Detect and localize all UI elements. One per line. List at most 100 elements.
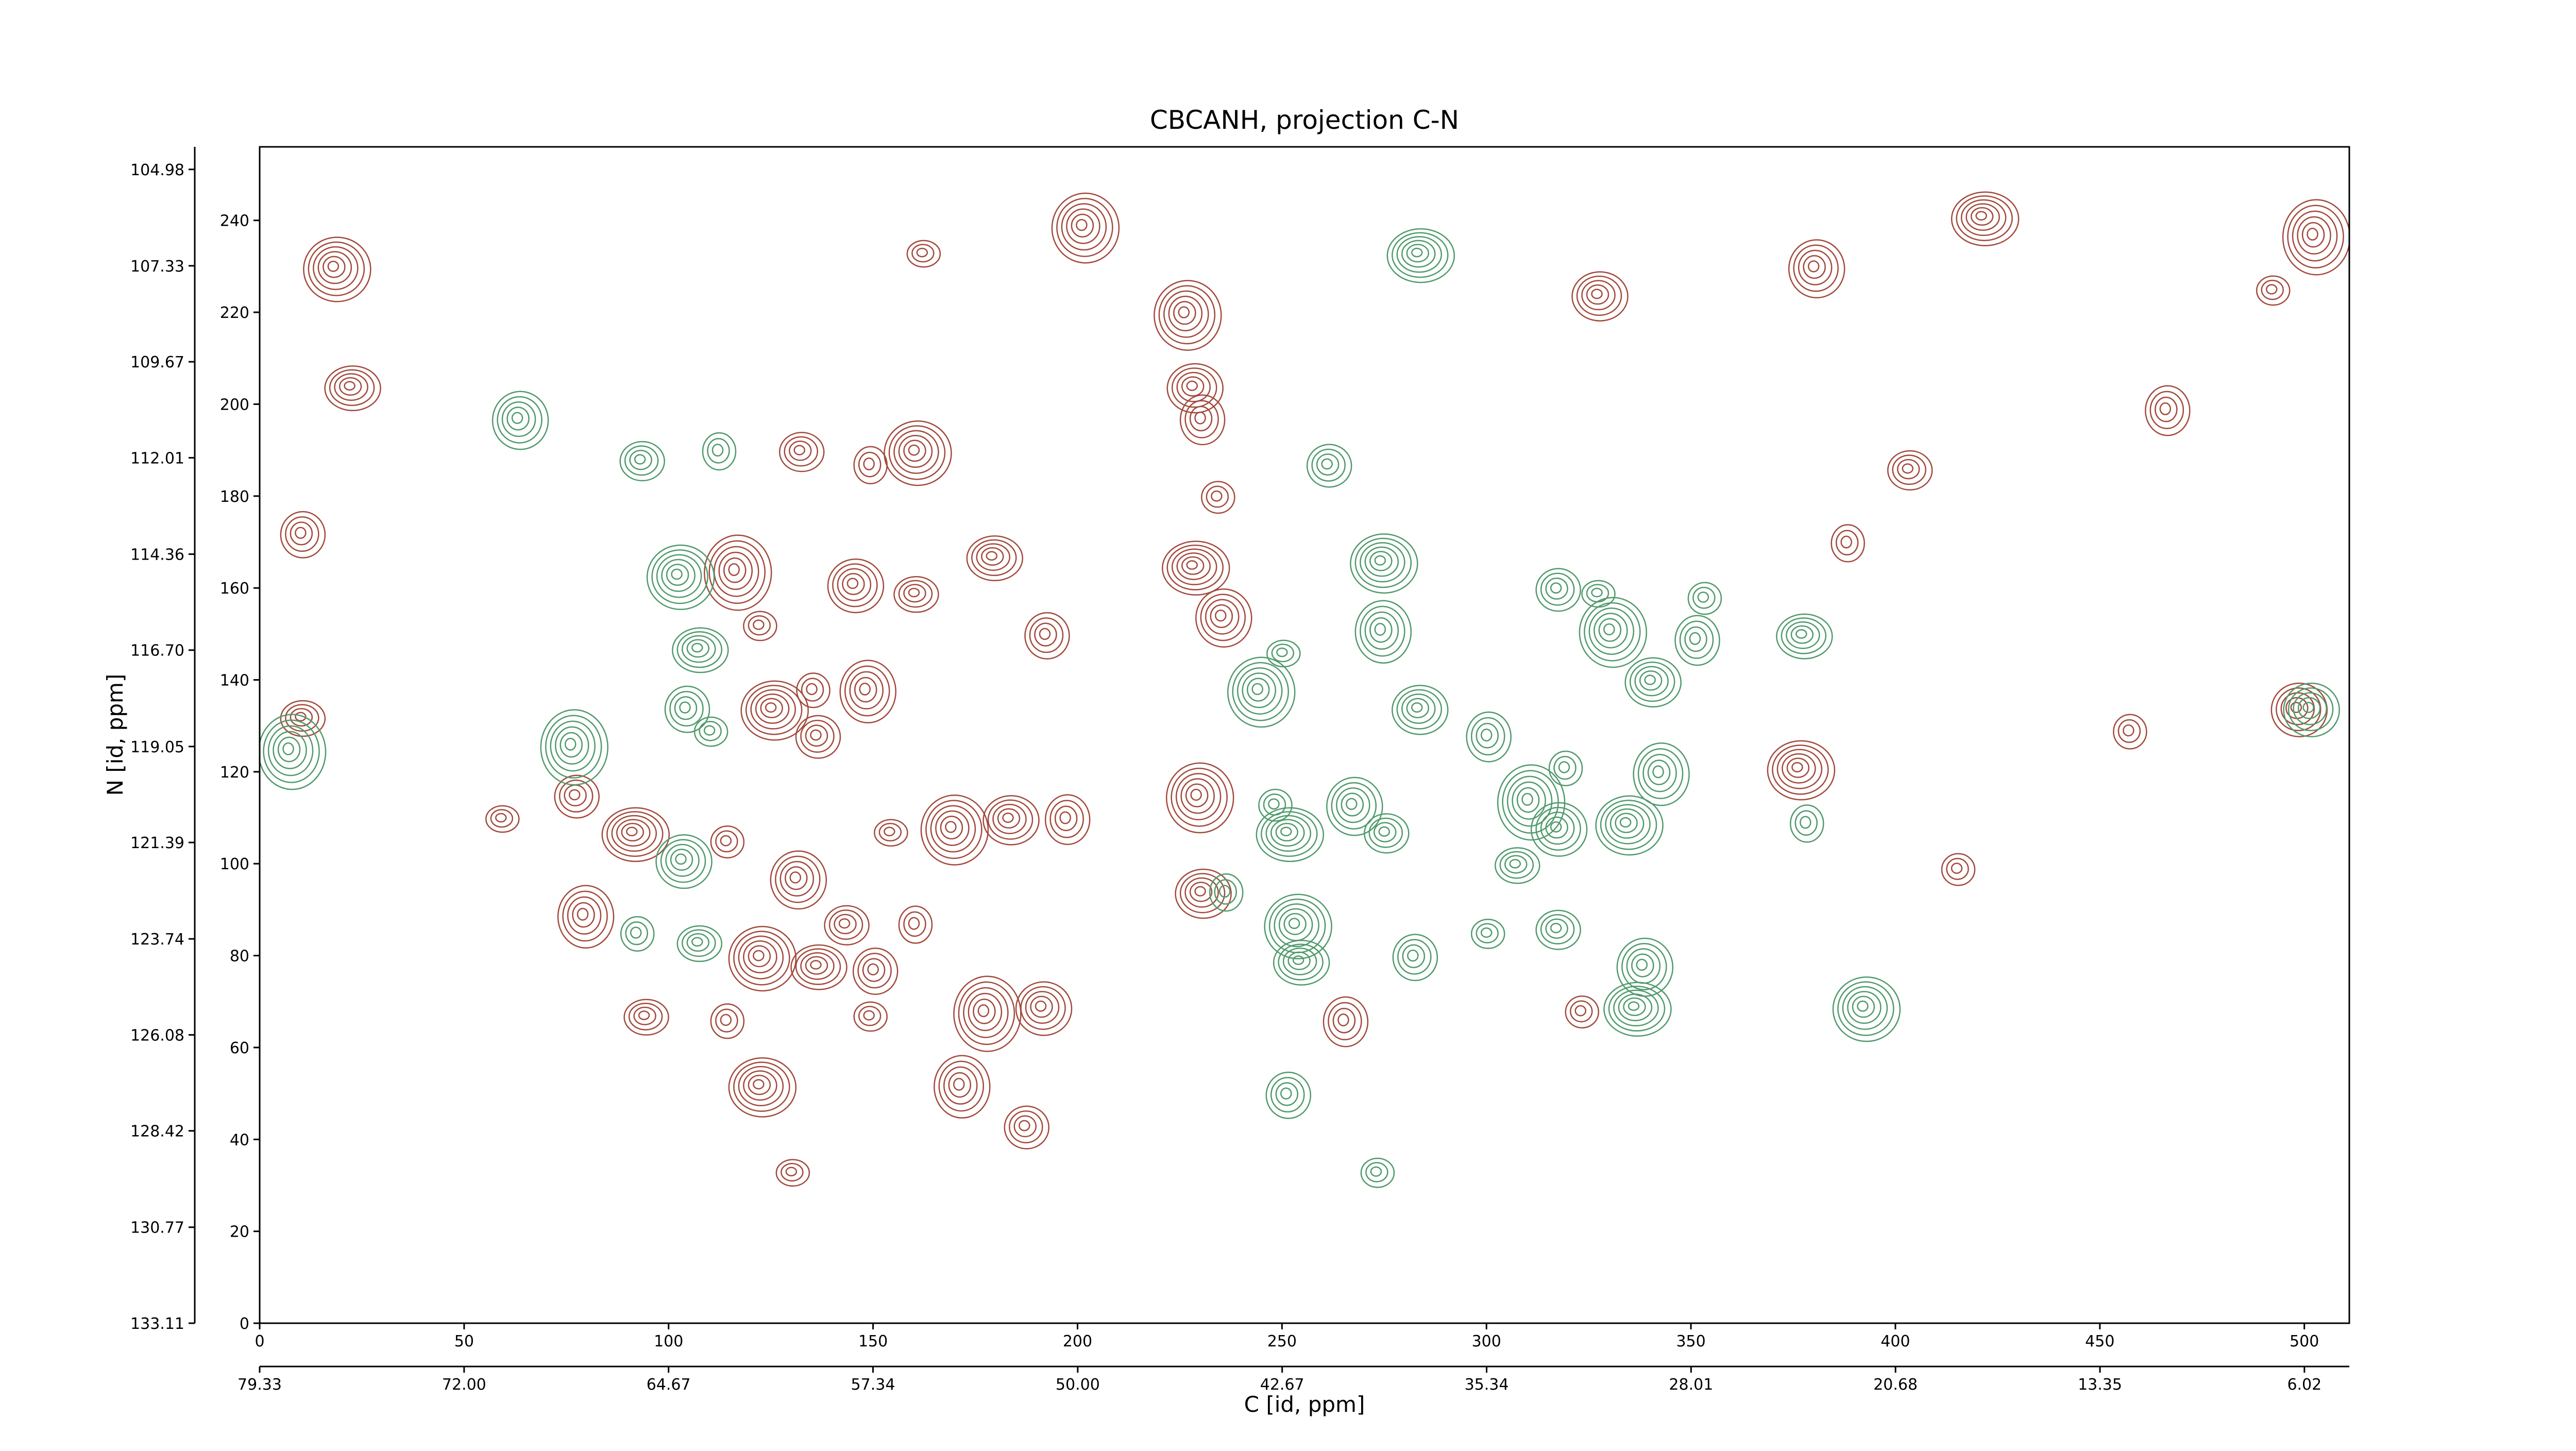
contour-ring — [564, 737, 577, 751]
contour-ring — [858, 1005, 882, 1026]
contour-ring — [1273, 939, 1330, 986]
contour-ring — [958, 981, 1015, 1045]
contour-ring — [1530, 802, 1588, 857]
contour-ring — [1847, 991, 1882, 1024]
contour-ring — [837, 568, 872, 601]
contour-ring — [1374, 622, 1386, 636]
contour-ring — [675, 853, 687, 865]
contour-ring — [1270, 1076, 1305, 1113]
contour-ring — [1535, 806, 1581, 851]
x-tick-label: 300 — [1472, 1332, 1501, 1351]
contour-ring — [1215, 609, 1227, 622]
y-tick-label: 200 — [220, 396, 249, 414]
contour-ring — [1061, 203, 1107, 251]
contour-ring — [308, 241, 365, 296]
y-axis-label: N [id, ppm] — [103, 674, 128, 796]
contour-ring — [1158, 285, 1216, 345]
contour-ring — [1621, 943, 1667, 990]
contour-ring — [1776, 613, 1833, 660]
contour-ring — [619, 441, 665, 482]
contour-ring — [2276, 687, 2321, 732]
contour-ring — [1586, 284, 1609, 305]
contour-ring — [710, 1003, 745, 1039]
contour-ring — [908, 917, 920, 930]
contour-ring — [2302, 702, 2314, 713]
contour-ring — [743, 940, 777, 973]
contour-ring — [1832, 976, 1901, 1042]
contour-ring — [1674, 615, 1720, 666]
contour-ring — [1965, 203, 2000, 231]
y2-tick-label: 112.01 — [130, 449, 184, 467]
contour-ring — [1615, 813, 1638, 833]
contour-ring — [290, 707, 313, 727]
contour-ring — [1786, 621, 1820, 649]
x2-tick-label: 72.00 — [442, 1376, 486, 1394]
contour-ring — [1776, 749, 1823, 789]
contour-ring — [2123, 724, 2134, 737]
contour-ring — [1346, 798, 1358, 810]
contour-ring — [1684, 626, 1707, 652]
contour-ring — [1275, 1082, 1299, 1106]
contour-ring — [1396, 236, 1443, 273]
contour-ring — [1056, 197, 1113, 257]
contour-ring — [1268, 798, 1280, 810]
contour-ring — [1282, 948, 1317, 975]
contour-ring — [1548, 750, 1583, 786]
contour-ring — [1574, 1005, 1587, 1017]
contour-ring — [1579, 597, 1648, 668]
contour-ring — [679, 701, 691, 714]
contour-ring — [1276, 647, 1288, 657]
contour-ring — [753, 1079, 765, 1090]
x2-tick-label: 57.34 — [851, 1376, 895, 1394]
contour-ring — [682, 635, 716, 663]
contour-ring — [849, 671, 884, 710]
contour-ring — [2282, 199, 2349, 276]
contour-ring — [1624, 657, 1682, 708]
contour-ring — [738, 935, 784, 980]
y2-tick-label: 126.08 — [130, 1026, 184, 1044]
y2-tick-label: 114.36 — [130, 546, 184, 564]
contour-ring — [2297, 216, 2331, 255]
contour-ring — [1354, 537, 1412, 588]
contour-ring — [793, 445, 805, 455]
contour-ring — [708, 540, 766, 604]
contour-ring — [844, 665, 890, 717]
contour-ring — [1178, 306, 1190, 318]
contour-ring — [1194, 886, 1206, 897]
contour-ring — [1002, 812, 1014, 823]
contour-ring — [1591, 587, 1603, 598]
contour-ring — [1044, 794, 1091, 846]
contour-ring — [1902, 463, 1914, 474]
y-tick-label: 100 — [220, 855, 249, 873]
contour-ring — [806, 683, 818, 695]
contour-ring — [715, 830, 738, 853]
contour-ring — [2265, 284, 2278, 295]
contour-ring — [863, 457, 875, 470]
contour-ring — [1049, 800, 1084, 838]
contour-ring — [620, 916, 655, 952]
contour-ring — [1411, 247, 1423, 258]
contour-ring — [920, 795, 989, 866]
contour-ring — [628, 1003, 663, 1031]
y-tick-label: 40 — [230, 1131, 249, 1149]
contour-ring — [1588, 608, 1635, 655]
contour-ring — [699, 721, 722, 741]
contour-ring — [977, 1004, 990, 1018]
contour-ring — [2149, 391, 2184, 429]
contour-ring — [898, 905, 933, 944]
contour-ring — [1181, 556, 1205, 575]
contour-ring — [971, 539, 1017, 576]
contour-ring — [1004, 1105, 1050, 1150]
contour-ring — [506, 407, 530, 431]
contour-ring — [1480, 927, 1493, 938]
contour-ring — [723, 557, 747, 583]
contour-ring — [554, 774, 600, 819]
contour-ring — [633, 1006, 656, 1025]
contour-ring — [1209, 873, 1244, 912]
contour-ring — [1499, 851, 1534, 879]
contour-ring — [1292, 955, 1304, 965]
contour-ring — [1550, 582, 1562, 594]
contour-ring — [839, 660, 896, 723]
contour-ring — [1189, 406, 1213, 432]
